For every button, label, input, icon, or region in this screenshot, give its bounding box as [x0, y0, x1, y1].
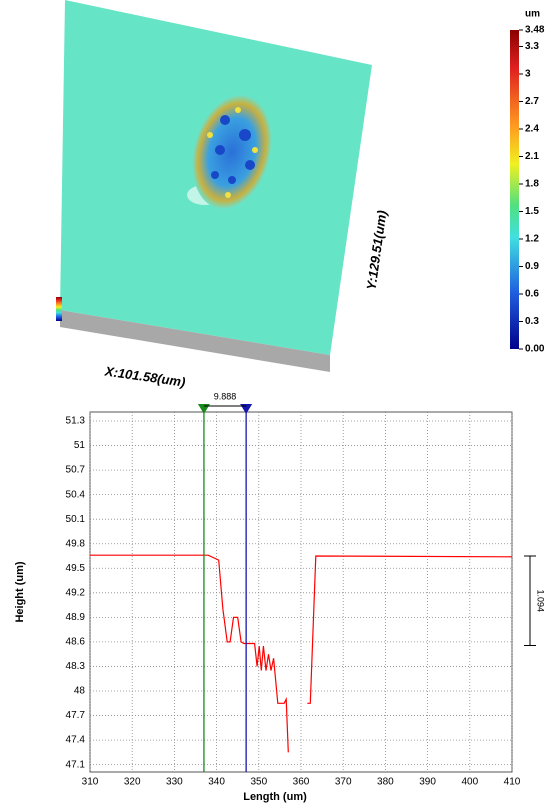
colorbar-tick-label: 2.1 [525, 151, 539, 162]
y-tick-label: 48.6 [66, 637, 86, 648]
y-axis-title: Height (um) [14, 561, 26, 622]
colorbar-tick-label: 2.4 [525, 124, 539, 135]
y-tick-label: 51.3 [66, 416, 86, 427]
x-tick-label: 310 [82, 777, 99, 788]
y-tick-label: 49.2 [66, 587, 86, 598]
x-tick-label: 400 [461, 777, 478, 788]
y-tick-label: 51 [74, 440, 86, 451]
y-tick-label: 48.3 [66, 661, 86, 672]
y-tick-label: 49.8 [66, 538, 86, 549]
y-tick-label: 50.4 [66, 489, 86, 500]
line-series [90, 554, 513, 753]
y-axis-label: Y:129.51(um) [364, 209, 390, 291]
y-tick-label: 47.1 [66, 759, 86, 770]
colorbar-tick-label: 0.3 [525, 316, 539, 327]
colorbar-tick-label: 2.7 [525, 96, 539, 107]
pit [192, 95, 272, 209]
corner-scale [56, 297, 62, 321]
x-tick-label: 410 [504, 777, 521, 788]
y-tick-label: 50.7 [66, 465, 86, 476]
x-axis-label: X:101.58(um) [103, 363, 186, 389]
x-tick-label: 330 [166, 777, 183, 788]
x-tick-label: 380 [377, 777, 394, 788]
pit-texture [207, 107, 258, 198]
cursor-span-label: 9.888 [214, 391, 237, 401]
y-tick-label: 49.5 [66, 563, 86, 574]
y-tick-label: 50.1 [66, 514, 86, 525]
colorbar-tick-label: 3.3 [525, 41, 539, 52]
colorbar-tick-label: 1.5 [525, 206, 539, 217]
x-axis-title: Length (um) [243, 791, 307, 803]
y-tick-label: 47.7 [66, 710, 86, 721]
x-tick-label: 350 [250, 777, 267, 788]
colorbar-tick-label: 0.00 [525, 344, 545, 355]
y-tick-label: 48.9 [66, 612, 86, 623]
x-tick-label: 390 [419, 777, 436, 788]
x-tick-label: 340 [208, 777, 225, 788]
colorbar-tick-label: 3.48 [525, 25, 545, 36]
surface-3d [56, 0, 372, 372]
height-marker-label: 1.094 [536, 589, 546, 612]
colorbar [510, 30, 519, 349]
colorbar-tick-label: 1.8 [525, 179, 539, 190]
y-tick-label: 48 [74, 686, 86, 697]
colorbar-title: um [525, 9, 540, 20]
x-tick-label: 360 [293, 777, 310, 788]
colorbar-tick-label: 0.6 [525, 289, 539, 300]
x-tick-label: 320 [124, 777, 141, 788]
pit-texture [211, 115, 255, 184]
x-tick-label: 370 [335, 777, 352, 788]
y-tick-label: 47.4 [66, 735, 86, 746]
slab-side [60, 310, 330, 372]
colorbar-tick-label: 1.2 [525, 234, 539, 245]
colorbar-tick-label: 0.9 [525, 261, 539, 272]
colorbar-tick-label: 3 [525, 69, 531, 80]
